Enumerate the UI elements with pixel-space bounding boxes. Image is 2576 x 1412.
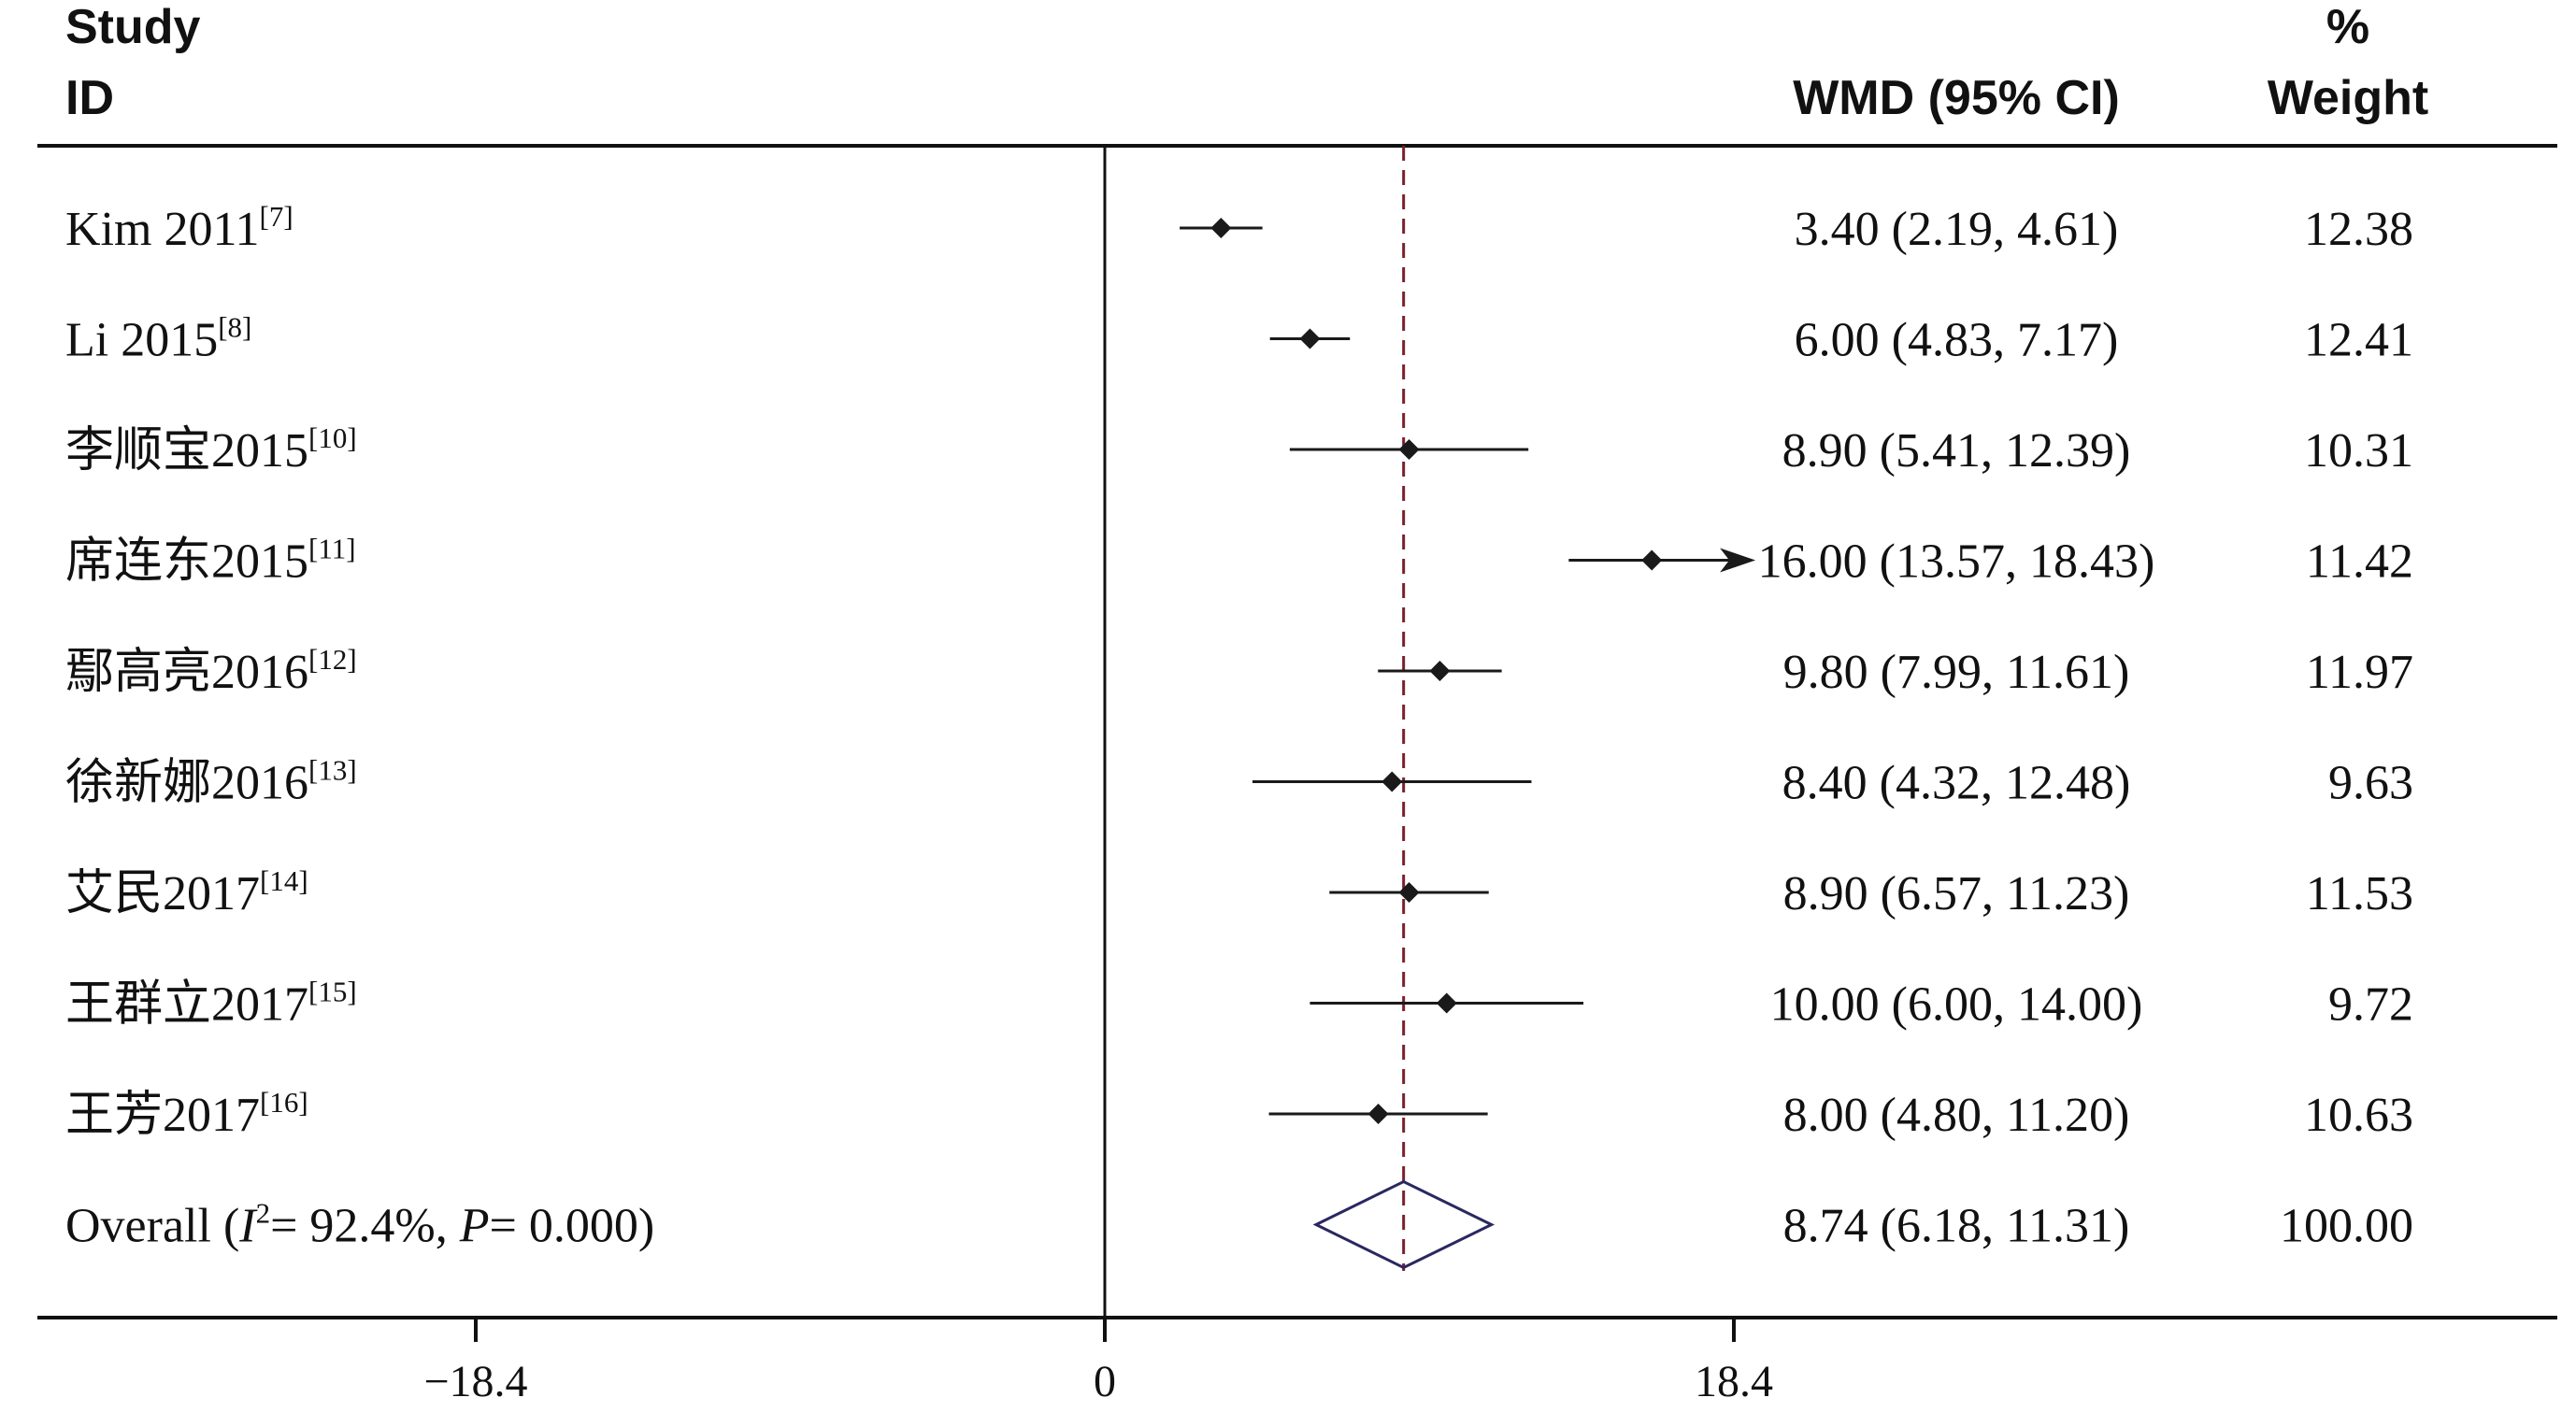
study-name: 艾民2017 xyxy=(65,867,260,920)
study-row: Li 2015[8] 6.00 (4.83, 7.17) 12.41 xyxy=(65,311,2413,367)
header-weight-percent: % xyxy=(2326,0,2369,54)
study-name: Kim 2011 xyxy=(65,203,260,256)
study-reference: [13] xyxy=(308,754,357,787)
study-reference: [10] xyxy=(308,421,357,454)
point-estimate xyxy=(1398,882,1420,903)
study-label: 艾民2017[14] xyxy=(65,864,308,920)
x-tick-label: 18.4 xyxy=(1695,1357,1773,1406)
study-row: 鄢高亮2016[12] 9.80 (7.99, 11.61) 11.97 xyxy=(65,643,2413,699)
study-reference: [12] xyxy=(308,643,357,676)
study-label: 王芳2017[16] xyxy=(65,1086,308,1142)
effect-ci-text: 8.00 (4.80, 11.20) xyxy=(1783,1089,2130,1142)
study-row: 李顺宝2015[10] 8.90 (5.41, 12.39) 10.31 xyxy=(65,421,2413,478)
overall-label: Overall (I2= 92.4%, P= 0.000) xyxy=(65,1197,654,1253)
study-row: 艾民2017[14] 8.90 (6.57, 11.23) 11.53 xyxy=(65,864,2413,920)
effect-ci-text: 3.40 (2.19, 4.61) xyxy=(1795,203,2119,256)
study-row: 席连东2015[11] 16.00 (13.57, 18.43) 11.42 xyxy=(65,533,2413,589)
study-label: 徐新娜2016[13] xyxy=(65,754,357,810)
point-estimate xyxy=(1299,328,1321,349)
study-name: Li 2015 xyxy=(65,314,218,367)
study-row: 王芳2017[16] 8.00 (4.80, 11.20) 10.63 xyxy=(65,1086,2413,1142)
study-label: 鄢高亮2016[12] xyxy=(65,643,357,699)
x-axis-ticks: −18.4 0 18.4 xyxy=(423,1318,1773,1406)
het-open-paren: ( xyxy=(211,1200,239,1253)
study-reference: [14] xyxy=(260,864,308,897)
header-weight: Weight xyxy=(2268,71,2428,125)
point-estimate xyxy=(1367,1104,1389,1124)
overall-ci-text: 8.74 (6.18, 11.31) xyxy=(1783,1200,2130,1253)
weight-text: 12.38 xyxy=(2304,203,2413,256)
het-i2-sup: 2 xyxy=(256,1197,271,1230)
point-estimate xyxy=(1381,771,1403,792)
study-reference: [8] xyxy=(218,311,251,344)
overall-weight-text: 100.00 xyxy=(2280,1200,2413,1253)
overall-text: Overall xyxy=(65,1200,211,1253)
header-study: Study xyxy=(65,0,201,54)
study-reference: [7] xyxy=(260,200,293,233)
point-estimate xyxy=(1398,439,1420,460)
het-p-symbol: P xyxy=(459,1200,490,1253)
weight-text: 9.63 xyxy=(2328,757,2413,810)
point-estimate xyxy=(1641,549,1663,571)
effect-ci-text: 9.80 (7.99, 11.61) xyxy=(1783,646,2130,699)
study-rows: Kim 2011[7] 3.40 (2.19, 4.61) 12.38 Li 2015… xyxy=(65,200,2413,1142)
study-label: 李顺宝2015[10] xyxy=(65,421,357,478)
weight-text: 10.31 xyxy=(2304,424,2413,478)
effect-ci-text: 16.00 (13.57, 18.43) xyxy=(1758,535,2155,589)
study-name: 李顺宝2015 xyxy=(65,424,308,478)
study-reference: [11] xyxy=(308,533,356,565)
study-row: 王群立2017[15] 10.00 (6.00, 14.00) 9.72 xyxy=(65,976,2413,1032)
header-effect: WMD (95% CI) xyxy=(1793,71,2120,125)
study-reference: [16] xyxy=(260,1086,308,1119)
study-name: 王群立2017 xyxy=(65,978,308,1032)
study-row: 徐新娜2016[13] 8.40 (4.32, 12.48) 9.63 xyxy=(65,754,2413,810)
effect-ci-text: 8.90 (6.57, 11.23) xyxy=(1783,867,2130,920)
effect-ci-text: 8.90 (5.41, 12.39) xyxy=(1782,424,2131,478)
study-label: 王群立2017[15] xyxy=(65,976,357,1032)
x-tick-label: −18.4 xyxy=(423,1357,527,1406)
ci-arrow xyxy=(1720,548,1756,573)
weight-text: 12.41 xyxy=(2304,314,2413,367)
study-label: Kim 2011[7] xyxy=(65,200,293,256)
weight-text: 11.42 xyxy=(2306,535,2413,589)
study-label: 席连东2015[11] xyxy=(65,533,356,589)
weight-text: 11.53 xyxy=(2306,867,2413,920)
study-name: 徐新娜2016 xyxy=(65,757,308,810)
point-estimate xyxy=(1436,992,1457,1014)
point-estimate xyxy=(1429,661,1451,681)
study-name: 席连东2015 xyxy=(65,535,308,589)
effect-ci-text: 8.40 (4.32, 12.48) xyxy=(1782,757,2131,810)
study-row: Kim 2011[7] 3.40 (2.19, 4.61) 12.38 xyxy=(65,200,2413,256)
study-name: 鄢高亮2016 xyxy=(65,646,308,699)
point-estimate xyxy=(1210,218,1232,238)
het-i2-symbol: I xyxy=(238,1200,258,1253)
study-label: Li 2015[8] xyxy=(65,311,251,367)
overall-diamond xyxy=(1312,1179,1496,1270)
effect-ci-text: 6.00 (4.83, 7.17) xyxy=(1795,314,2119,367)
study-name: 王芳2017 xyxy=(65,1089,260,1142)
weight-text: 9.72 xyxy=(2328,978,2413,1032)
weight-text: 11.97 xyxy=(2306,646,2413,699)
weight-text: 10.63 xyxy=(2304,1089,2413,1142)
het-p-value: = 0.000) xyxy=(490,1200,655,1253)
effect-ci-text: 10.00 (6.00, 14.00) xyxy=(1770,978,2143,1032)
het-i2-value: = 92.4%, xyxy=(270,1200,460,1253)
x-tick-label: 0 xyxy=(1094,1357,1116,1406)
overall-row: Overall (I2= 92.4%, P= 0.000) 8.74 (6.18,… xyxy=(65,1179,2413,1270)
header-id: ID xyxy=(65,71,114,125)
study-reference: [15] xyxy=(308,976,357,1008)
